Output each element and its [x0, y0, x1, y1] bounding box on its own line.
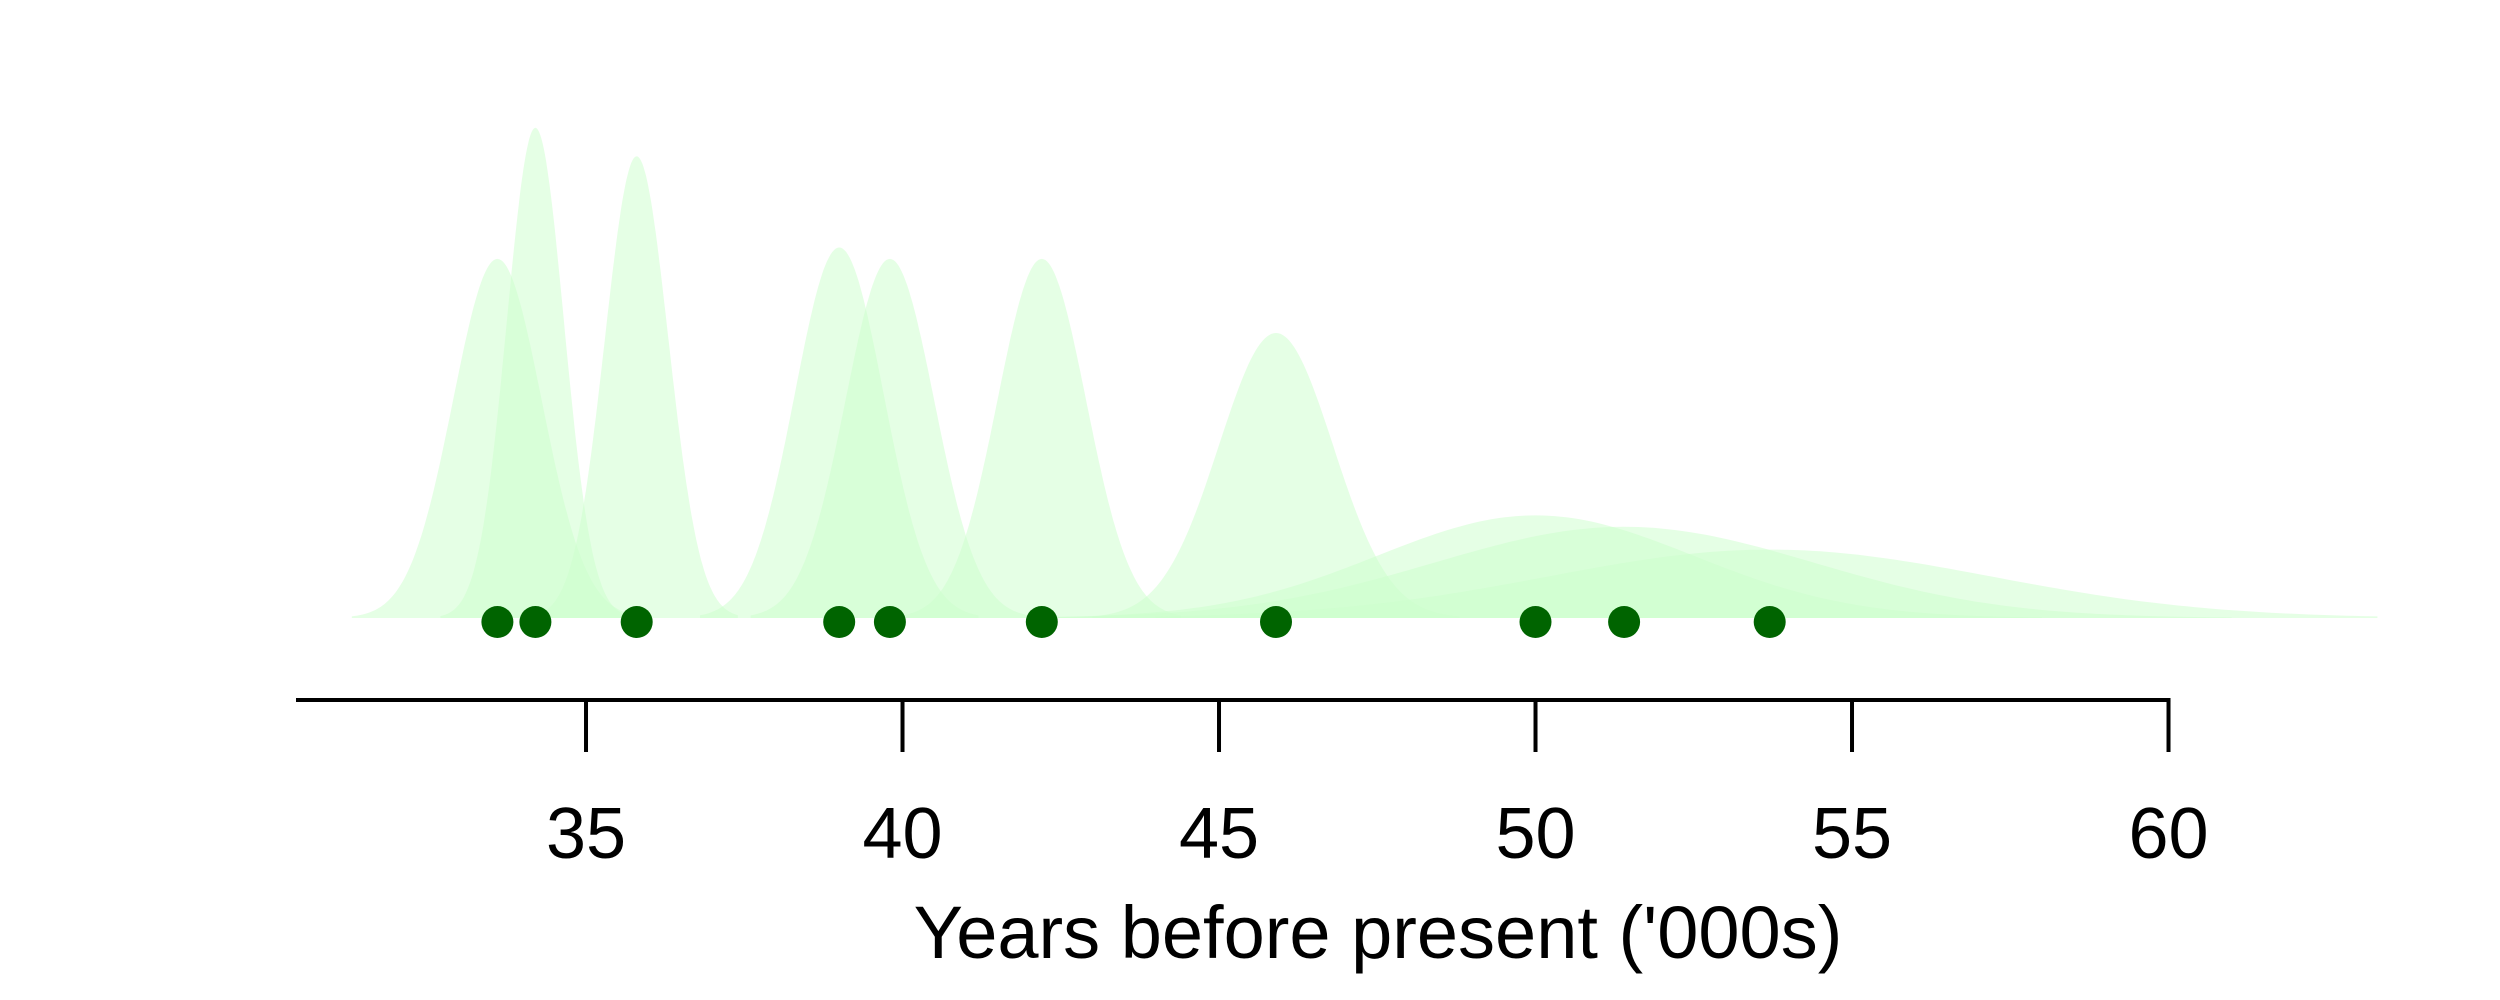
x-tick-label-35: 35: [546, 794, 626, 874]
point-estimate-7: [1260, 606, 1292, 638]
density-curve-7: [1092, 333, 1460, 618]
x-tick-label-45: 45: [1179, 794, 1259, 874]
point-estimate-4: [823, 606, 856, 638]
x-axis-title: Years before present ('000s): [914, 891, 1843, 974]
point-estimate-1: [481, 606, 514, 638]
point-estimate-8: [1519, 606, 1552, 638]
x-tick-label-55: 55: [1812, 794, 1892, 874]
point-estimate-9: [1608, 606, 1641, 638]
x-tick-label-60: 60: [2128, 794, 2208, 874]
density-curve-2: [440, 127, 631, 619]
x-tick-label-50: 50: [1495, 794, 1575, 874]
point-estimate-3: [620, 606, 653, 638]
point-estimate-2: [519, 606, 552, 638]
point-estimate-6: [1025, 606, 1058, 638]
density-layer: [351, 127, 2378, 619]
density-curve-10: [1155, 549, 2378, 618]
density-curve-5: [750, 258, 1030, 618]
point-estimate-5: [873, 606, 906, 638]
x-axis-ticks: 35 40 45 50 55 60: [546, 700, 2209, 874]
density-curve-6: [902, 258, 1181, 618]
point-layer: [481, 606, 1786, 638]
x-tick-label-40: 40: [862, 794, 942, 874]
point-estimate-10: [1753, 606, 1786, 638]
density-curve-3: [541, 156, 738, 618]
